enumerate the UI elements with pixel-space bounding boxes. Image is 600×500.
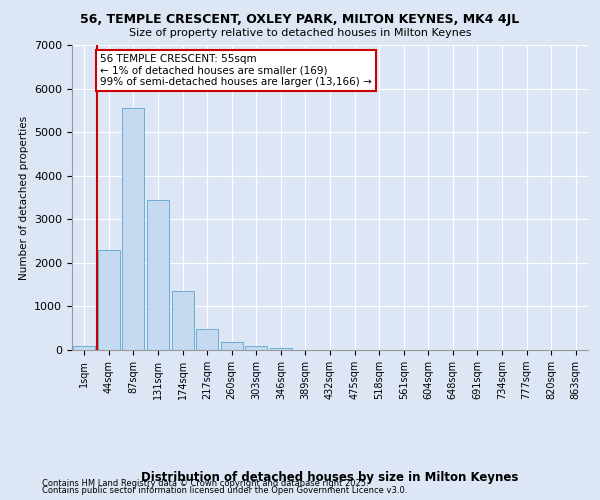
Text: 56 TEMPLE CRESCENT: 55sqm
← 1% of detached houses are smaller (169)
99% of semi-: 56 TEMPLE CRESCENT: 55sqm ← 1% of detach… <box>100 54 372 87</box>
Bar <box>172 291 194 350</box>
Text: Size of property relative to detached houses in Milton Keynes: Size of property relative to detached ho… <box>129 28 471 38</box>
Bar <box>245 346 268 350</box>
Text: Contains HM Land Registry data © Crown copyright and database right 2025.: Contains HM Land Registry data © Crown c… <box>42 478 368 488</box>
Bar <box>270 348 292 350</box>
Text: 56, TEMPLE CRESCENT, OXLEY PARK, MILTON KEYNES, MK4 4JL: 56, TEMPLE CRESCENT, OXLEY PARK, MILTON … <box>80 12 520 26</box>
Y-axis label: Number of detached properties: Number of detached properties <box>19 116 29 280</box>
Bar <box>196 328 218 350</box>
Bar <box>122 108 145 350</box>
Bar <box>98 250 120 350</box>
X-axis label: Distribution of detached houses by size in Milton Keynes: Distribution of detached houses by size … <box>142 472 518 484</box>
Bar <box>221 342 243 350</box>
Bar <box>73 346 95 350</box>
Bar <box>147 200 169 350</box>
Text: Contains public sector information licensed under the Open Government Licence v3: Contains public sector information licen… <box>42 486 407 495</box>
